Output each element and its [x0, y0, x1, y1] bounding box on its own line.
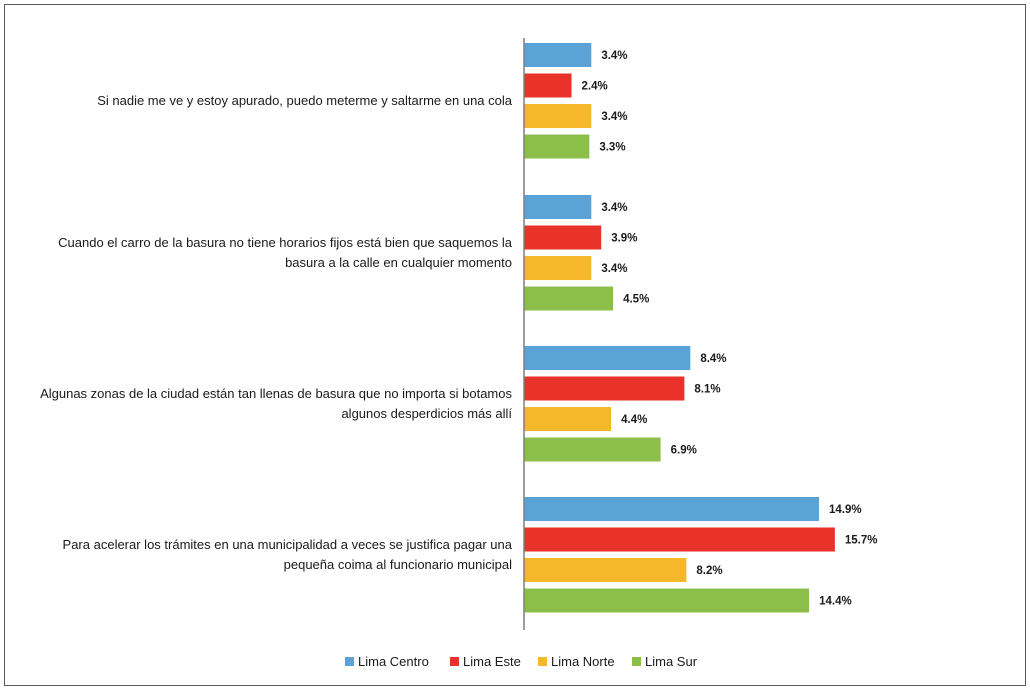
legend-swatch: [632, 657, 641, 666]
data-label: 4.5%: [623, 294, 649, 306]
data-label: 14.4%: [819, 596, 852, 608]
data-label: 3.4%: [601, 111, 627, 123]
data-label: 6.9%: [671, 445, 697, 457]
bar: [524, 527, 835, 552]
legend-label: Lima Este: [463, 654, 521, 669]
category-label: Si nadie me ve y estoy apurado, puedo me…: [97, 93, 513, 108]
bar: [524, 73, 572, 98]
data-label: 3.3%: [599, 142, 625, 154]
data-label: 3.4%: [601, 263, 627, 275]
data-label: 3.4%: [601, 50, 627, 62]
bar: [524, 376, 685, 401]
category-label: Algunas zonas de la ciudad están tan lle…: [40, 386, 512, 401]
bar: [524, 407, 612, 431]
data-label: 4.4%: [621, 414, 647, 426]
bar: [524, 43, 592, 67]
data-label: 15.7%: [845, 535, 878, 547]
bar: [524, 225, 602, 250]
legend-swatch: [450, 657, 459, 666]
data-label: 3.9%: [611, 233, 637, 245]
bar: [524, 256, 592, 280]
data-label: 14.9%: [829, 504, 862, 516]
category-label: Cuando el carro de la basura no tiene ho…: [58, 235, 513, 250]
legend-label: Lima Centro: [358, 654, 429, 669]
bar: [524, 134, 590, 159]
data-label: 8.2%: [696, 565, 722, 577]
bar: [524, 437, 661, 462]
bar: [524, 558, 687, 582]
bar: [524, 588, 810, 613]
chart-frame: [4, 4, 1026, 686]
legend-swatch: [345, 657, 354, 666]
category-label: pequeña coima al funcionario municipal: [284, 557, 512, 572]
bar: [524, 104, 592, 128]
data-label: 8.4%: [700, 353, 726, 365]
bar: [524, 286, 614, 311]
category-label: Para acelerar los trámites en una munici…: [63, 537, 513, 552]
bar: [524, 195, 592, 219]
category-label: algunos desperdicios más allí: [341, 406, 512, 421]
bar: [524, 497, 820, 521]
legend-swatch: [538, 657, 547, 666]
category-label: basura a la calle en cualquier momento: [285, 255, 512, 270]
data-label: 2.4%: [582, 81, 608, 93]
legend-label: Lima Norte: [551, 654, 615, 669]
bar: [524, 346, 691, 370]
data-label: 8.1%: [694, 384, 720, 396]
data-label: 3.4%: [601, 202, 627, 214]
legend-label: Lima Sur: [645, 654, 698, 669]
